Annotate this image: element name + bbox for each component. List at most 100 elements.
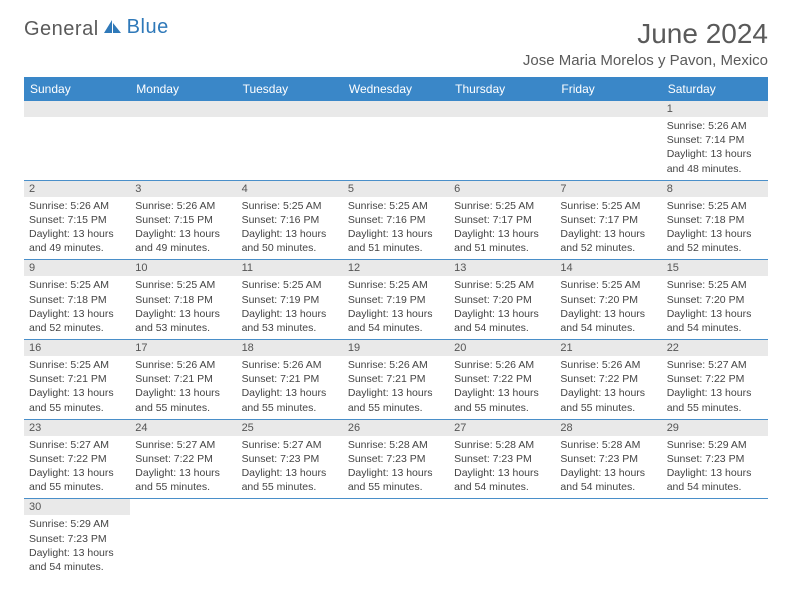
calendar-cell: 14Sunrise: 5:25 AMSunset: 7:20 PMDayligh… xyxy=(555,260,661,340)
day-number: 19 xyxy=(343,340,449,356)
brand-logo: General Blue xyxy=(24,18,169,41)
day-number: 16 xyxy=(24,340,130,356)
day-details: Sunrise: 5:27 AMSunset: 7:22 PMDaylight:… xyxy=(130,436,236,499)
day-details: Sunrise: 5:29 AMSunset: 7:23 PMDaylight:… xyxy=(662,436,768,499)
calendar-cell: 5Sunrise: 5:25 AMSunset: 7:16 PMDaylight… xyxy=(343,180,449,260)
day-details: Sunrise: 5:25 AMSunset: 7:19 PMDaylight:… xyxy=(343,276,449,339)
calendar-cell: 16Sunrise: 5:25 AMSunset: 7:21 PMDayligh… xyxy=(24,340,130,420)
day-number: 29 xyxy=(662,420,768,436)
calendar-cell: 8Sunrise: 5:25 AMSunset: 7:18 PMDaylight… xyxy=(662,180,768,260)
calendar-cell xyxy=(662,499,768,578)
day-details: Sunrise: 5:27 AMSunset: 7:22 PMDaylight:… xyxy=(662,356,768,419)
calendar-cell: 9Sunrise: 5:25 AMSunset: 7:18 PMDaylight… xyxy=(24,260,130,340)
day-number: 10 xyxy=(130,260,236,276)
day-details: Sunrise: 5:25 AMSunset: 7:18 PMDaylight:… xyxy=(24,276,130,339)
day-header: Thursday xyxy=(449,77,555,101)
day-details: Sunrise: 5:27 AMSunset: 7:23 PMDaylight:… xyxy=(237,436,343,499)
day-details: Sunrise: 5:26 AMSunset: 7:22 PMDaylight:… xyxy=(449,356,555,419)
day-number: 7 xyxy=(555,181,661,197)
day-details: Sunrise: 5:25 AMSunset: 7:17 PMDaylight:… xyxy=(555,197,661,260)
day-number: 18 xyxy=(237,340,343,356)
calendar-cell: 19Sunrise: 5:26 AMSunset: 7:21 PMDayligh… xyxy=(343,340,449,420)
day-details: Sunrise: 5:25 AMSunset: 7:18 PMDaylight:… xyxy=(662,197,768,260)
day-number: 27 xyxy=(449,420,555,436)
calendar-cell: 21Sunrise: 5:26 AMSunset: 7:22 PMDayligh… xyxy=(555,340,661,420)
day-number: 8 xyxy=(662,181,768,197)
day-header: Friday xyxy=(555,77,661,101)
day-number: 20 xyxy=(449,340,555,356)
location-subtitle: Jose Maria Morelos y Pavon, Mexico xyxy=(523,52,768,69)
day-details: Sunrise: 5:26 AMSunset: 7:15 PMDaylight:… xyxy=(130,197,236,260)
day-details: Sunrise: 5:28 AMSunset: 7:23 PMDaylight:… xyxy=(449,436,555,499)
day-number: 28 xyxy=(555,420,661,436)
day-details: Sunrise: 5:28 AMSunset: 7:23 PMDaylight:… xyxy=(343,436,449,499)
day-details: Sunrise: 5:25 AMSunset: 7:16 PMDaylight:… xyxy=(343,197,449,260)
day-details: Sunrise: 5:27 AMSunset: 7:22 PMDaylight:… xyxy=(24,436,130,499)
day-details: Sunrise: 5:25 AMSunset: 7:19 PMDaylight:… xyxy=(237,276,343,339)
day-details: Sunrise: 5:25 AMSunset: 7:21 PMDaylight:… xyxy=(24,356,130,419)
day-number: 2 xyxy=(24,181,130,197)
calendar-table: SundayMondayTuesdayWednesdayThursdayFrid… xyxy=(24,77,768,578)
day-number: 6 xyxy=(449,181,555,197)
day-details: Sunrise: 5:26 AMSunset: 7:21 PMDaylight:… xyxy=(130,356,236,419)
day-number: 5 xyxy=(343,181,449,197)
calendar-cell: 20Sunrise: 5:26 AMSunset: 7:22 PMDayligh… xyxy=(449,340,555,420)
day-number: 30 xyxy=(24,499,130,515)
calendar-cell: 13Sunrise: 5:25 AMSunset: 7:20 PMDayligh… xyxy=(449,260,555,340)
day-details: Sunrise: 5:29 AMSunset: 7:23 PMDaylight:… xyxy=(24,515,130,578)
day-details: Sunrise: 5:26 AMSunset: 7:22 PMDaylight:… xyxy=(555,356,661,419)
calendar-cell xyxy=(343,499,449,578)
day-details: Sunrise: 5:28 AMSunset: 7:23 PMDaylight:… xyxy=(555,436,661,499)
day-header: Tuesday xyxy=(237,77,343,101)
logo-sail-icon xyxy=(103,18,123,41)
day-number: 4 xyxy=(237,181,343,197)
calendar-cell xyxy=(130,101,236,180)
calendar-cell: 4Sunrise: 5:25 AMSunset: 7:16 PMDaylight… xyxy=(237,180,343,260)
day-details: Sunrise: 5:26 AMSunset: 7:21 PMDaylight:… xyxy=(343,356,449,419)
day-number: 25 xyxy=(237,420,343,436)
day-number: 9 xyxy=(24,260,130,276)
calendar-cell: 7Sunrise: 5:25 AMSunset: 7:17 PMDaylight… xyxy=(555,180,661,260)
day-number: 3 xyxy=(130,181,236,197)
calendar-cell: 17Sunrise: 5:26 AMSunset: 7:21 PMDayligh… xyxy=(130,340,236,420)
day-header: Saturday xyxy=(662,77,768,101)
calendar-cell xyxy=(343,101,449,180)
calendar-cell: 15Sunrise: 5:25 AMSunset: 7:20 PMDayligh… xyxy=(662,260,768,340)
calendar-cell: 29Sunrise: 5:29 AMSunset: 7:23 PMDayligh… xyxy=(662,419,768,499)
calendar-cell: 23Sunrise: 5:27 AMSunset: 7:22 PMDayligh… xyxy=(24,419,130,499)
day-details: Sunrise: 5:25 AMSunset: 7:17 PMDaylight:… xyxy=(449,197,555,260)
day-number: 14 xyxy=(555,260,661,276)
day-details: Sunrise: 5:25 AMSunset: 7:20 PMDaylight:… xyxy=(449,276,555,339)
calendar-cell: 3Sunrise: 5:26 AMSunset: 7:15 PMDaylight… xyxy=(130,180,236,260)
calendar-cell: 6Sunrise: 5:25 AMSunset: 7:17 PMDaylight… xyxy=(449,180,555,260)
logo-text-general: General xyxy=(24,18,99,41)
calendar-cell: 18Sunrise: 5:26 AMSunset: 7:21 PMDayligh… xyxy=(237,340,343,420)
calendar-cell: 26Sunrise: 5:28 AMSunset: 7:23 PMDayligh… xyxy=(343,419,449,499)
calendar-cell xyxy=(24,101,130,180)
calendar-cell xyxy=(237,101,343,180)
day-details: Sunrise: 5:26 AMSunset: 7:21 PMDaylight:… xyxy=(237,356,343,419)
day-header: Wednesday xyxy=(343,77,449,101)
calendar-cell: 27Sunrise: 5:28 AMSunset: 7:23 PMDayligh… xyxy=(449,419,555,499)
calendar-cell xyxy=(449,499,555,578)
day-number: 22 xyxy=(662,340,768,356)
day-details: Sunrise: 5:25 AMSunset: 7:18 PMDaylight:… xyxy=(130,276,236,339)
day-details: Sunrise: 5:25 AMSunset: 7:16 PMDaylight:… xyxy=(237,197,343,260)
day-number: 12 xyxy=(343,260,449,276)
calendar-cell xyxy=(555,499,661,578)
day-number: 21 xyxy=(555,340,661,356)
day-number: 17 xyxy=(130,340,236,356)
calendar-cell: 1Sunrise: 5:26 AMSunset: 7:14 PMDaylight… xyxy=(662,101,768,180)
day-header: Monday xyxy=(130,77,236,101)
page-title: June 2024 xyxy=(523,18,768,50)
calendar-cell: 12Sunrise: 5:25 AMSunset: 7:19 PMDayligh… xyxy=(343,260,449,340)
day-details: Sunrise: 5:25 AMSunset: 7:20 PMDaylight:… xyxy=(555,276,661,339)
day-number: 26 xyxy=(343,420,449,436)
day-details: Sunrise: 5:25 AMSunset: 7:20 PMDaylight:… xyxy=(662,276,768,339)
calendar-cell: 11Sunrise: 5:25 AMSunset: 7:19 PMDayligh… xyxy=(237,260,343,340)
day-number: 15 xyxy=(662,260,768,276)
day-number: 24 xyxy=(130,420,236,436)
calendar-cell: 25Sunrise: 5:27 AMSunset: 7:23 PMDayligh… xyxy=(237,419,343,499)
logo-text-blue: Blue xyxy=(127,16,169,38)
day-details: Sunrise: 5:26 AMSunset: 7:14 PMDaylight:… xyxy=(662,117,768,180)
